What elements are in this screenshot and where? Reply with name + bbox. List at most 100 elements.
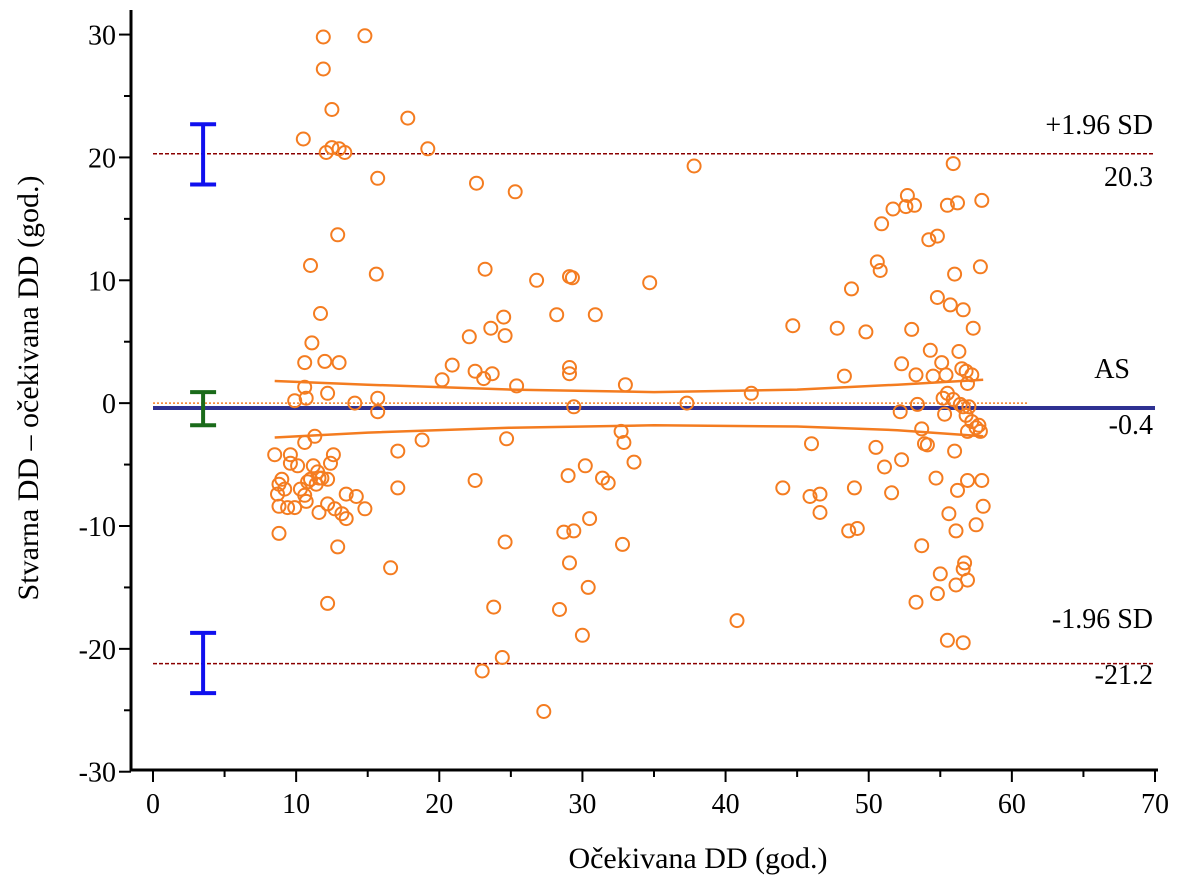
data-point <box>829 320 845 336</box>
data-point <box>477 261 493 277</box>
data-point <box>318 145 334 160</box>
lower-loa-label: -1.96 SD <box>1052 604 1153 635</box>
data-point <box>971 417 987 433</box>
data-point <box>929 586 945 602</box>
data-point <box>613 423 629 439</box>
data-point <box>812 505 828 520</box>
data-point <box>885 201 901 217</box>
reference-lines <box>153 152 1155 665</box>
data-point <box>347 395 363 411</box>
x-tick-label: 70 <box>1141 789 1169 820</box>
data-point <box>331 355 347 371</box>
x-tick-label: 30 <box>568 789 596 820</box>
data-point <box>297 379 313 395</box>
data-point <box>562 360 577 375</box>
data-point <box>945 156 961 172</box>
data-point <box>947 266 963 282</box>
data-point <box>616 435 632 450</box>
data-point <box>947 443 963 459</box>
data-point <box>562 366 577 382</box>
data-point <box>357 28 373 44</box>
data-point <box>320 471 336 487</box>
data-point <box>549 307 565 323</box>
data-point <box>951 344 967 359</box>
data-point <box>965 320 981 336</box>
data-point <box>908 594 924 610</box>
y-tick-label: 20 <box>88 143 116 174</box>
data-point <box>942 297 958 313</box>
data-point <box>337 145 353 160</box>
data-point <box>909 396 925 412</box>
data-point <box>556 524 572 540</box>
data-point <box>921 232 937 248</box>
data-point <box>849 521 865 536</box>
data-point <box>357 501 373 517</box>
data-point <box>476 371 492 387</box>
data-point <box>626 454 642 470</box>
data-point <box>907 197 922 213</box>
confidence-interval-bars <box>190 122 217 696</box>
data-point <box>961 399 977 415</box>
data-point <box>290 458 306 474</box>
lower-loa-ci-bar <box>190 630 217 696</box>
data-point <box>574 627 590 643</box>
data-point <box>315 29 331 45</box>
data-point <box>904 321 920 337</box>
data-point <box>313 306 328 321</box>
data-point <box>964 367 980 383</box>
data-point <box>370 404 386 420</box>
data-point <box>908 367 924 383</box>
data-point <box>277 481 293 497</box>
data-point <box>844 281 859 297</box>
data-point <box>467 473 483 488</box>
data-point <box>939 197 955 213</box>
data-point <box>282 447 298 463</box>
data-point <box>280 500 296 516</box>
y-tick-label: -20 <box>79 635 116 666</box>
data-point <box>872 263 888 278</box>
data-point <box>383 560 399 576</box>
data-point <box>968 420 984 436</box>
data-point <box>869 254 885 270</box>
data-point <box>957 555 973 571</box>
data-point <box>874 216 890 232</box>
data-point <box>899 188 915 203</box>
data-point <box>972 423 988 439</box>
data-point <box>507 184 523 200</box>
data-point <box>587 307 603 323</box>
data-point <box>295 131 311 147</box>
data-point <box>370 170 386 186</box>
upper-loa-value: 20.3 <box>1104 162 1153 193</box>
data-point <box>324 102 340 117</box>
data-point <box>577 458 593 474</box>
data-point <box>390 480 406 496</box>
data-point <box>615 536 630 552</box>
data-point <box>812 486 828 502</box>
regression-bands <box>274 378 984 439</box>
data-point <box>330 539 346 555</box>
data-point <box>960 572 975 588</box>
data-point <box>955 302 971 318</box>
data-point <box>858 324 874 340</box>
data-point <box>836 368 852 384</box>
data-point <box>877 459 892 475</box>
data-point <box>929 290 945 305</box>
data-point <box>271 498 287 514</box>
data-point <box>338 511 354 527</box>
data-point <box>914 421 930 437</box>
data-point <box>785 318 801 334</box>
data-point <box>338 486 354 502</box>
data-point <box>955 399 971 415</box>
x-axis-title: Očekivana DD (god.) <box>568 842 827 875</box>
data-point <box>922 342 938 358</box>
data-point <box>320 385 336 401</box>
data-point <box>937 406 953 422</box>
data-point <box>580 579 596 595</box>
data-point <box>894 356 910 372</box>
data-point <box>529 272 545 288</box>
data-point <box>434 372 450 388</box>
data-point <box>743 385 759 401</box>
data-point <box>948 523 964 539</box>
data-point <box>960 376 975 391</box>
